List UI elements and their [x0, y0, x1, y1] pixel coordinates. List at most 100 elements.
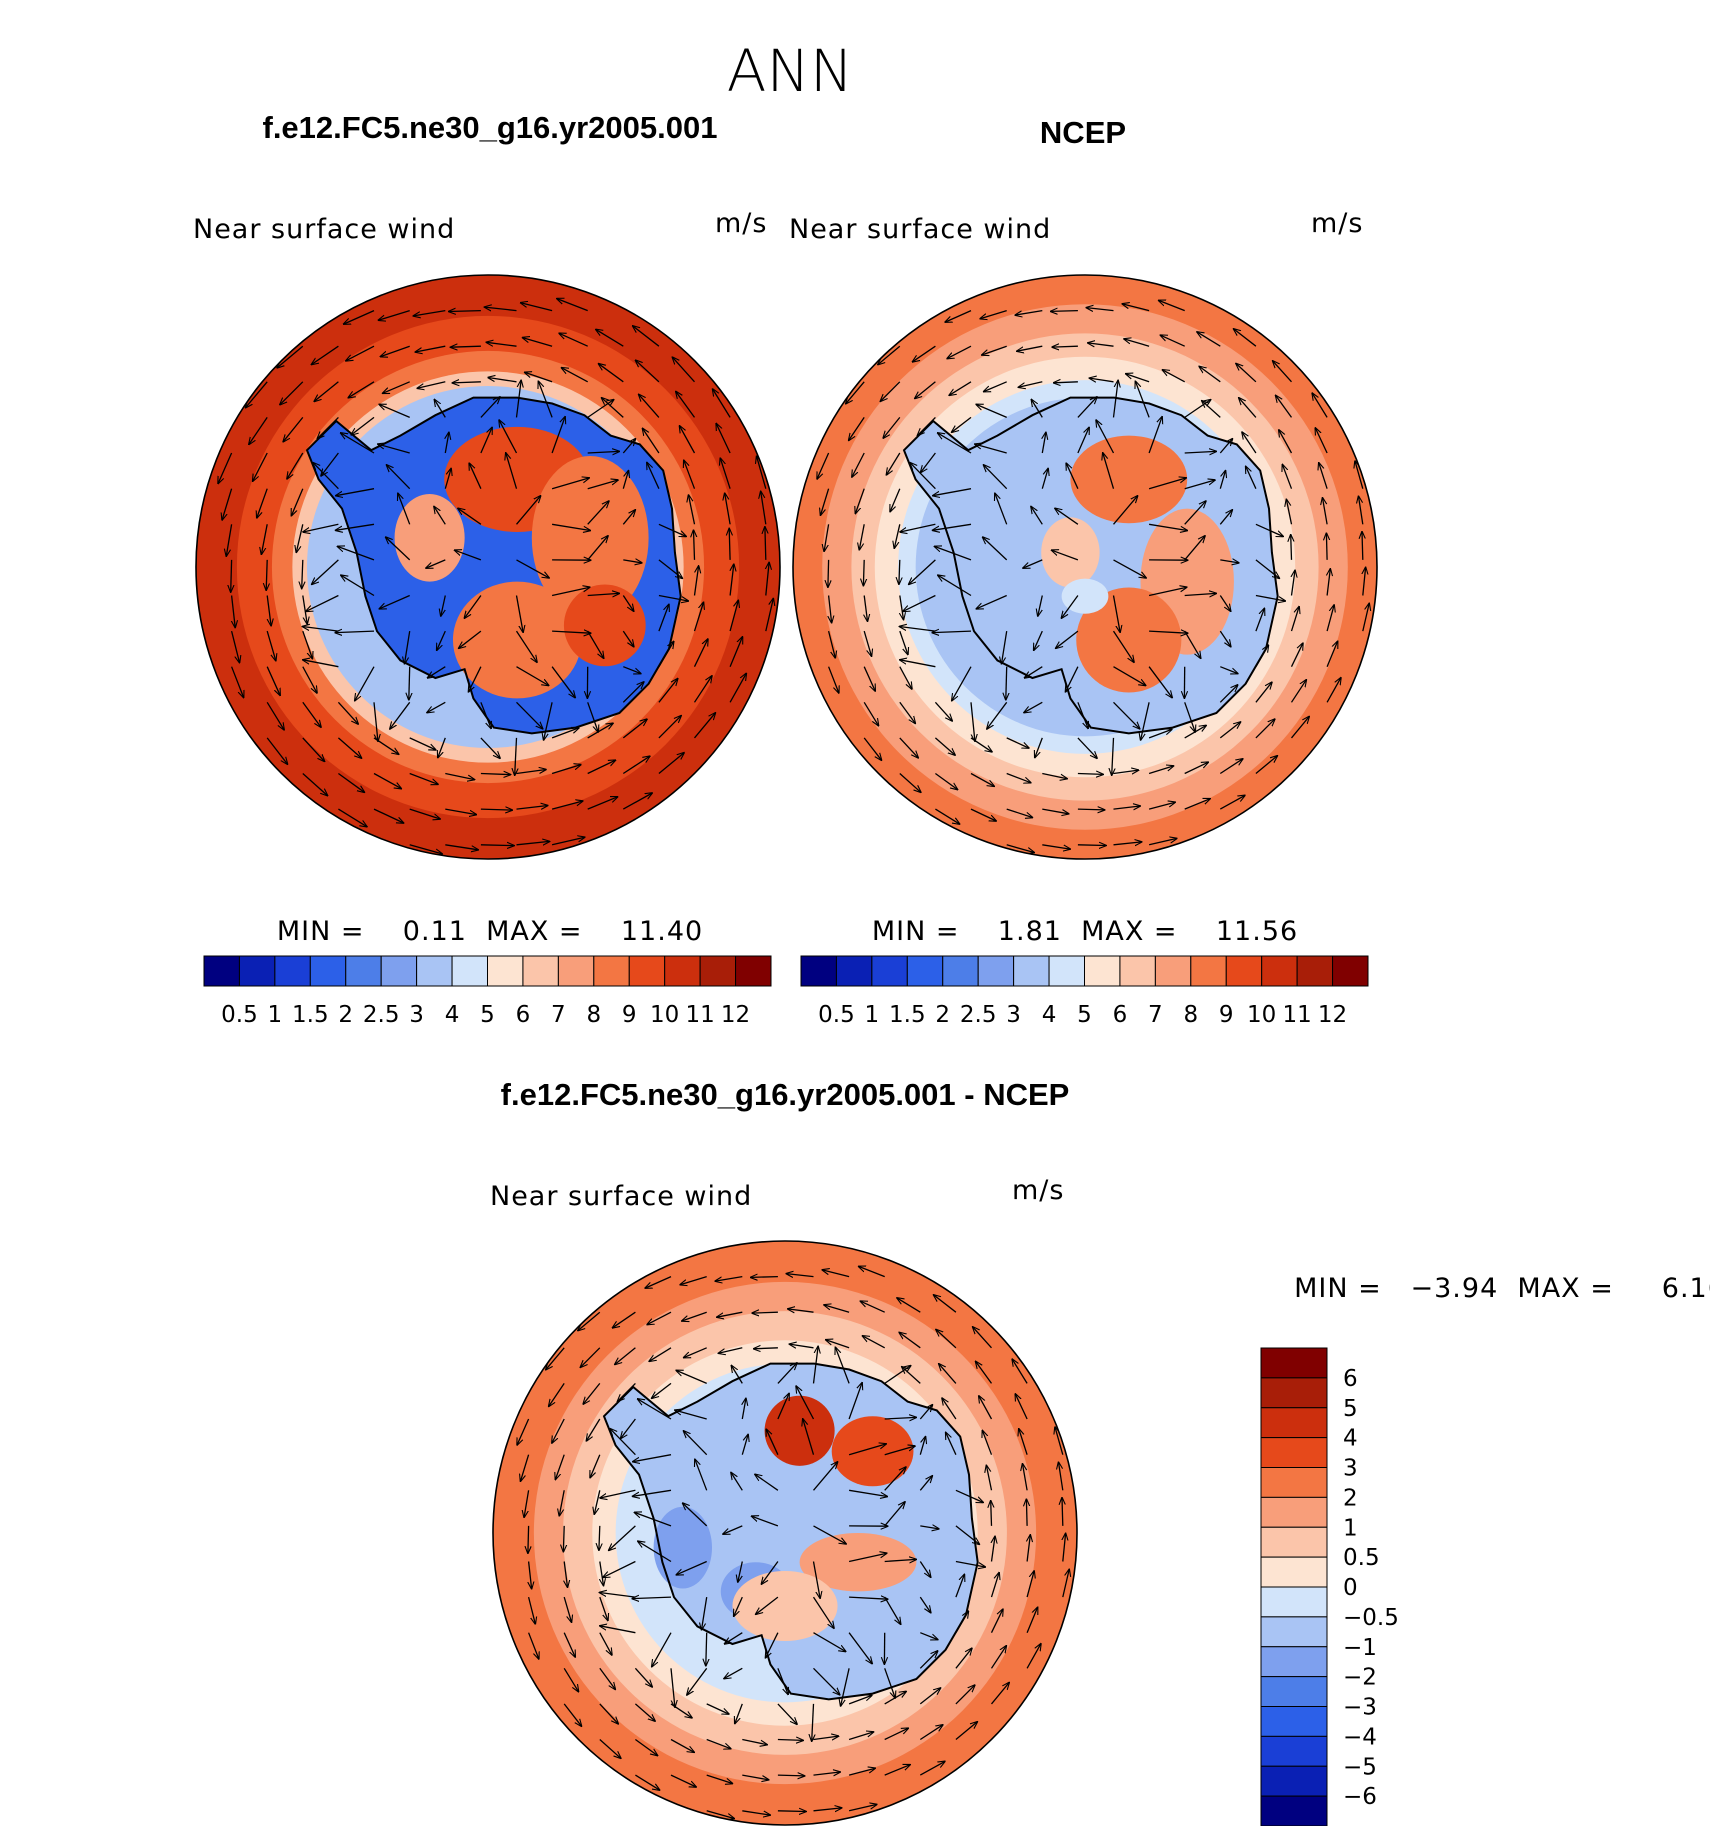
wind-vector — [1148, 838, 1177, 846]
wind-vector — [761, 1561, 779, 1585]
wind-vector — [729, 673, 746, 703]
wind-vector — [1286, 499, 1293, 525]
wind-vector — [899, 773, 921, 793]
wind-vector — [266, 559, 267, 590]
wind-vector — [1312, 393, 1328, 418]
wind-vector — [884, 1765, 910, 1776]
wind-vector — [942, 1398, 957, 1420]
wind-vector — [1290, 643, 1303, 667]
wind-vector — [1113, 701, 1140, 729]
wind-vector — [1006, 737, 1029, 748]
wind-vector — [683, 1503, 708, 1527]
wind-vector — [754, 1348, 778, 1349]
wind-vector — [405, 630, 411, 664]
wind-vector — [643, 428, 660, 454]
wind-vector — [378, 309, 410, 321]
wind-vector — [590, 1454, 601, 1478]
wind-vector — [602, 398, 624, 418]
wind-vector — [599, 1739, 621, 1759]
wind-vector — [813, 1462, 838, 1491]
wind-vector — [848, 1804, 877, 1812]
wind-vector — [777, 1363, 797, 1384]
wind-vector — [599, 1632, 612, 1655]
wind-vector — [848, 1383, 862, 1420]
colorbar-box — [699, 955, 737, 987]
wind-vector — [231, 559, 232, 592]
wind-vector — [706, 1632, 707, 1666]
wind-vector — [734, 1596, 743, 1616]
wind-vector — [1291, 535, 1292, 560]
colorbar-box — [1260, 1437, 1328, 1468]
wind-vector — [846, 381, 865, 404]
wind-vector — [1184, 593, 1217, 595]
wind-vector — [751, 1277, 778, 1278]
wind-vector — [883, 416, 901, 438]
wind-vector — [603, 1560, 636, 1578]
wind-vector — [1113, 770, 1139, 773]
wind-vector — [623, 666, 641, 674]
wind-vector — [817, 452, 830, 479]
wind-vector — [249, 417, 268, 444]
wind-vector — [527, 1596, 536, 1624]
wind-vector — [379, 404, 410, 418]
wind-vector — [1113, 666, 1146, 686]
wind-vector — [765, 527, 766, 560]
wind-vector — [1148, 766, 1174, 775]
wind-vector — [1359, 496, 1364, 525]
wind-vector — [813, 1632, 846, 1652]
wind-vector — [884, 1691, 907, 1705]
colorbar-box — [238, 955, 276, 987]
wind-vector — [910, 463, 936, 490]
wind-vector — [1141, 702, 1150, 740]
wind-vector — [735, 1703, 743, 1724]
wind-vector — [680, 1275, 707, 1285]
wind-vector — [913, 345, 936, 362]
wind-vector — [1148, 666, 1172, 698]
colorbar-box — [977, 955, 1015, 987]
wind-vector — [551, 417, 565, 454]
wind-vector — [862, 1336, 886, 1349]
wind-vector — [480, 845, 514, 846]
panel-diff: f.e12.FC5.ne30_g16.yr2005.001 - NCEP Nea… — [490, 1077, 1710, 1826]
wind-vectors — [817, 300, 1369, 852]
colorbar-tick-label: 0.5 — [1343, 1545, 1380, 1571]
wind-vector — [672, 357, 695, 383]
wind-vector — [1006, 844, 1034, 853]
wind-vector — [1056, 630, 1079, 648]
panel-diff-units: m/s — [1012, 1175, 1064, 1206]
wind-vector — [257, 488, 268, 518]
wind-vector — [742, 1398, 746, 1420]
panel-diff-stats: MIN = −3.94 MAX = 6.16 — [1294, 1273, 1710, 1304]
wind-vector — [863, 666, 875, 691]
wind-vector — [415, 345, 446, 352]
wind-vector — [230, 666, 244, 698]
wind-vector — [900, 523, 936, 532]
wind-vector — [1159, 300, 1185, 312]
colorbar-tick-label: 1 — [1343, 1515, 1358, 1541]
panel-ncep-colorbar: 0.5 1 1.5 2 2.5 3 4 5 6 7 8 9 10 11 12 — [800, 955, 1369, 1028]
colorbar-box — [835, 955, 873, 987]
colorbar-box — [1013, 955, 1050, 987]
wind-vector — [855, 488, 865, 514]
wind-vector — [455, 550, 482, 561]
wind-vector — [1326, 533, 1327, 560]
colorbar-tick-label: 2 — [1343, 1485, 1358, 1511]
colorbar-tick-label: −3 — [1343, 1695, 1377, 1721]
wind-vector — [955, 1574, 965, 1598]
wind-vector — [587, 593, 620, 595]
wind-vector — [729, 600, 738, 632]
wind-vector — [990, 1573, 1000, 1598]
wind-vector — [919, 1761, 945, 1776]
wind-vector — [756, 1596, 779, 1614]
wind-vector — [563, 1667, 578, 1691]
wind-vector — [599, 1525, 600, 1550]
wind-vector — [634, 1512, 672, 1527]
wind-vector — [1326, 678, 1341, 703]
wind-vector — [312, 559, 339, 585]
wind-vector — [486, 342, 517, 347]
colorbar-tick-label: 8 — [586, 1002, 601, 1028]
wind-vector — [444, 469, 451, 489]
colorbar-box — [1260, 1735, 1328, 1767]
antarctica-coastline — [305, 396, 682, 735]
wind-vector — [1113, 842, 1142, 845]
